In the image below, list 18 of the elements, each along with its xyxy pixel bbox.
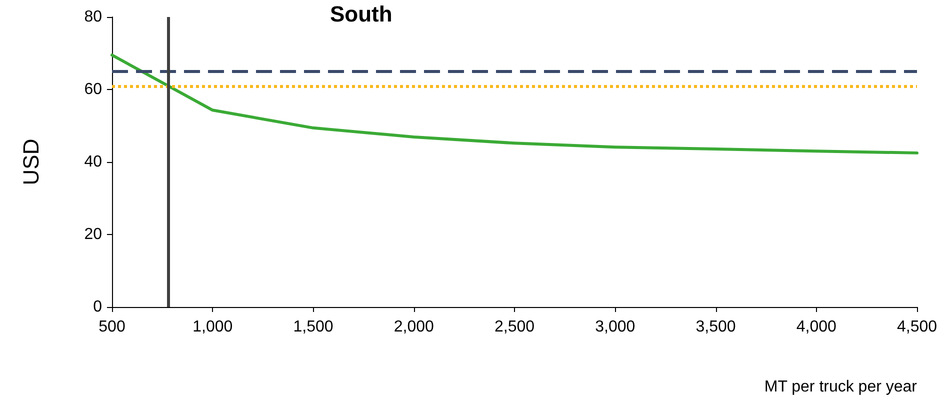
x-tick-label: 4,000 bbox=[796, 318, 836, 336]
y-axis-title: USD bbox=[18, 138, 44, 186]
chart-title: South bbox=[330, 2, 392, 26]
x-tick-label: 3,000 bbox=[595, 318, 636, 336]
y-tick-label: 40 bbox=[84, 154, 102, 170]
x-tick-label: 3,500 bbox=[696, 318, 736, 336]
x-axis-title: MT per truck per year bbox=[764, 378, 918, 396]
y-tick-label: 60 bbox=[84, 81, 102, 98]
x-tick-label: 1,000 bbox=[192, 318, 233, 336]
x-tick-label: 2,500 bbox=[494, 318, 535, 336]
line-series bbox=[110, 54, 918, 154]
x-tick-label: 4,500 bbox=[896, 318, 938, 336]
x-tick-label: 1,500 bbox=[293, 318, 334, 336]
y-tick-label: 20 bbox=[84, 226, 102, 243]
x-tick-label: 2,000 bbox=[394, 318, 434, 336]
x-tick-label: 500 bbox=[98, 318, 126, 336]
y-tick-label: 0 bbox=[93, 298, 102, 316]
y-tick-label: 80 bbox=[84, 8, 102, 26]
